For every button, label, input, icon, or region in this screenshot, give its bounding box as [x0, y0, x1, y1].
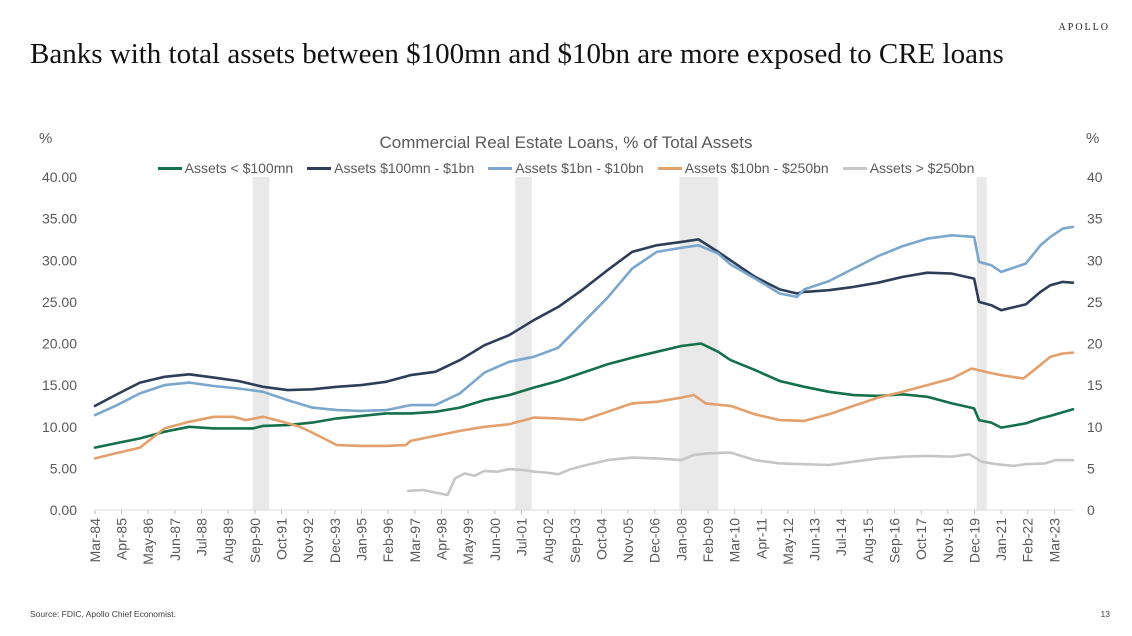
x-tick-label: Jun-13	[807, 518, 823, 561]
x-tick-label: Jul-88	[194, 518, 210, 556]
x-tick-label: Aug-89	[220, 518, 236, 563]
recession-band	[976, 177, 987, 510]
y-tick-left: 0.00	[50, 502, 77, 518]
page-number: 13	[1100, 609, 1110, 619]
right-axis-unit: %	[1086, 130, 1100, 147]
x-tick-label: Mar-84	[87, 518, 103, 563]
source-note: Source: FDIC, Apollo Chief Economist.	[30, 609, 176, 619]
y-tick-right: 15	[1087, 377, 1103, 393]
y-tick-right: 35	[1087, 211, 1103, 227]
x-tick-label: Nov-92	[300, 518, 316, 563]
legend-item-megabank: Assets > $250bn	[842, 160, 975, 176]
legend-swatch-megabank	[842, 166, 867, 170]
x-tick-label: Sep-16	[887, 518, 903, 563]
y-tick-left: 15.00	[42, 377, 77, 393]
series-line-regional	[93, 225, 1075, 417]
x-tick-label: Jun-87	[167, 518, 183, 561]
x-tick-label: Jul-01	[513, 518, 529, 556]
y-tick-left: 35.00	[42, 211, 77, 227]
legend-item-large: Assets $10bn - $250bn	[657, 160, 829, 176]
x-tick-label: Aug-15	[860, 518, 876, 563]
series-line-community	[93, 238, 1075, 408]
x-tick-label: Mar-23	[1047, 518, 1063, 563]
y-tick-left: 10.00	[42, 419, 77, 435]
series-line-small	[93, 342, 1075, 449]
x-tick-label: Jan-08	[673, 518, 689, 561]
y-tick-right: 30	[1087, 252, 1103, 268]
legend-swatch-regional	[488, 166, 513, 170]
brand-logo-text: APOLLO	[1058, 22, 1110, 33]
x-tick-label: Oct-91	[273, 518, 289, 560]
x-tick-label: Jan-21	[993, 518, 1009, 561]
x-tick-label: Oct-04	[593, 518, 609, 560]
x-tick-label: Nov-18	[940, 518, 956, 563]
legend-label-regional: Assets $1bn - $10bn	[515, 160, 644, 176]
y-tick-left: 25.00	[42, 294, 77, 310]
y-tick-left: 40.00	[42, 169, 77, 185]
recession-band	[252, 177, 270, 510]
legend-label-large: Assets $10bn - $250bn	[684, 160, 829, 176]
x-tick-label: Jan-95	[353, 518, 369, 561]
x-tick-label: Mar-10	[727, 518, 743, 563]
series-line-megabank	[406, 451, 1075, 497]
series-line-large	[93, 351, 1075, 460]
x-tick-label: Sep-03	[567, 518, 583, 563]
y-tick-left: 20.00	[42, 336, 77, 352]
legend-item-regional: Assets $1bn - $10bn	[488, 160, 644, 176]
x-tick-label: May-99	[460, 518, 476, 565]
y-tick-right: 25	[1087, 294, 1103, 310]
x-tick-label: Dec-93	[327, 518, 343, 563]
x-tick-label: Feb-09	[700, 518, 716, 563]
x-tick-label: Jun-00	[487, 518, 503, 561]
y-tick-right: 40	[1087, 169, 1103, 185]
x-tick-label: Aug-02	[540, 518, 556, 563]
y-tick-left: 30.00	[42, 252, 77, 268]
x-tick-label: Apr-11	[753, 518, 769, 559]
y-tick-right: 20	[1087, 336, 1103, 352]
x-tick-label: Mar-97	[407, 518, 423, 563]
y-tick-right: 5	[1087, 460, 1095, 476]
left-axis-unit: %	[39, 130, 53, 147]
x-tick-label: Dec-06	[647, 518, 663, 563]
x-tick-label: Jul-14	[833, 518, 849, 556]
x-tick-label: Feb-96	[380, 518, 396, 563]
x-tick-label: Sep-90	[247, 518, 263, 563]
chart-title: Commercial Real Estate Loans, % of Total…	[379, 133, 753, 152]
legend-label-small: Assets < $100mn	[184, 160, 294, 176]
legend-item-community: Assets $100mn - $1bn	[307, 160, 474, 176]
x-tick-label: Apr-98	[433, 518, 449, 560]
legend-swatch-large	[657, 166, 682, 170]
y-tick-right: 10	[1087, 419, 1103, 435]
y-tick-left: 5.00	[50, 460, 77, 476]
x-tick-label: Nov-05	[620, 518, 636, 563]
x-tick-label: May-86	[140, 518, 156, 565]
legend-swatch-small	[157, 166, 182, 170]
slide-headline: Banks with total assets between $100mn a…	[30, 38, 1004, 70]
legend-item-small: Assets < $100mn	[157, 160, 294, 176]
legend-label-megabank: Assets > $250bn	[869, 160, 975, 176]
x-tick-label: May-12	[780, 518, 796, 565]
x-tick-label: Feb-22	[1020, 518, 1036, 563]
legend-label-community: Assets $100mn - $1bn	[334, 160, 475, 176]
legend-swatch-community	[307, 166, 332, 170]
x-tick-label: Dec-19	[967, 518, 983, 563]
recession-band	[515, 177, 532, 510]
x-tick-label: Oct-17	[913, 518, 929, 560]
y-tick-right: 0	[1087, 502, 1095, 518]
chart-legend: Assets < $100mn Assets $100mn - $1bn Ass…	[0, 160, 1132, 176]
x-tick-label: Apr-85	[114, 518, 130, 560]
